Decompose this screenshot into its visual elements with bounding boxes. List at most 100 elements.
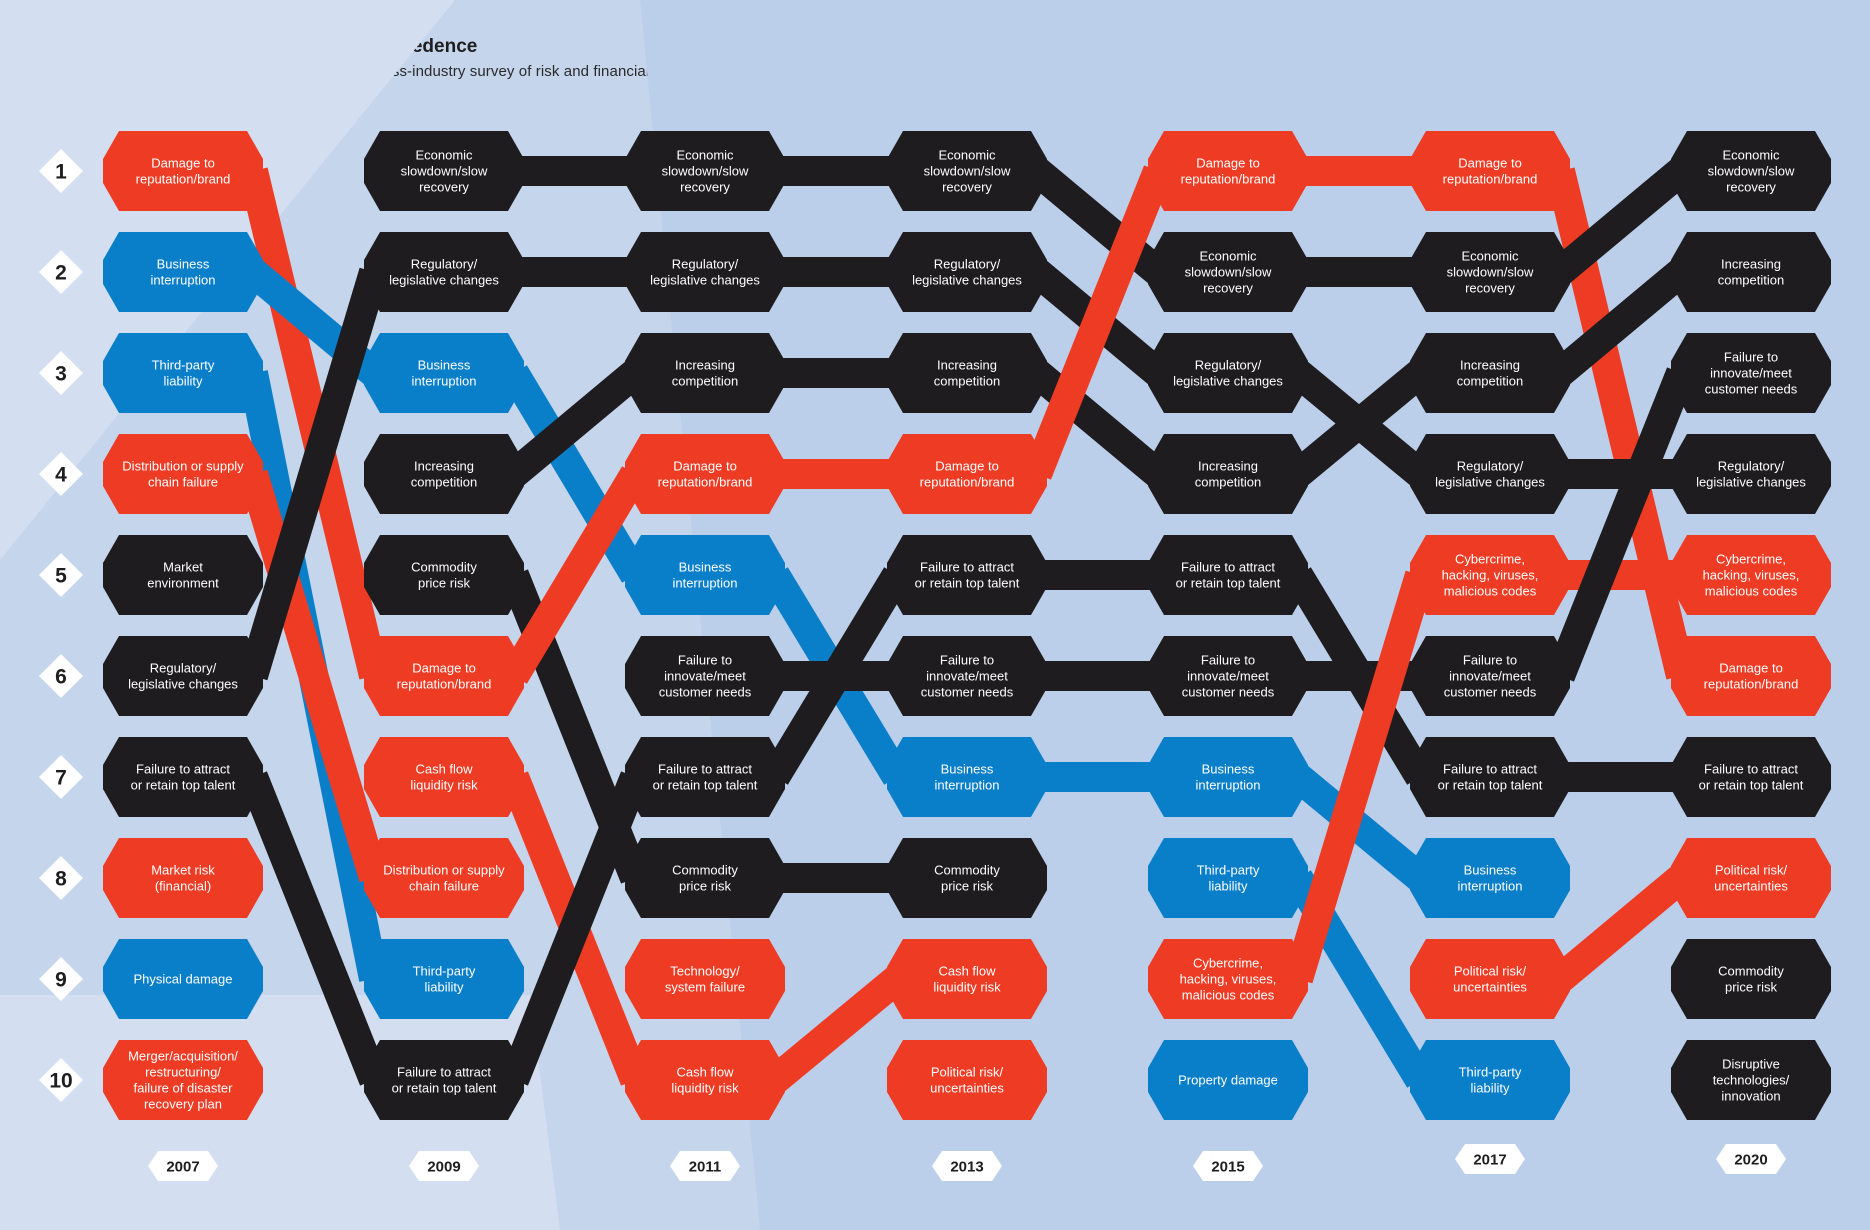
risk-node-label: Increasing competition bbox=[1718, 257, 1784, 288]
risk-node-label: Economic slowdown/slow recovery bbox=[662, 148, 749, 195]
rank-marker: 3 bbox=[39, 351, 83, 395]
flow-political-risk-uncertainties-2017 bbox=[1550, 866, 1691, 991]
rank-marker: 9 bbox=[39, 957, 83, 1001]
flow-cybercrime-hacking-viruses-malicious-codes-2015 bbox=[1283, 570, 1435, 984]
risk-node-shape bbox=[1148, 737, 1308, 817]
risk-node-label: Political risk/uncertainties bbox=[1453, 964, 1527, 995]
risk-node-shape bbox=[364, 737, 524, 817]
risk-node: Commodity price risk bbox=[625, 838, 785, 918]
risk-node-label: Failure to attract or retain top talent bbox=[653, 762, 758, 793]
risk-node-label: Failure to attract or retain top talent bbox=[1438, 762, 1543, 793]
risk-node-label: Increasing competition bbox=[1457, 358, 1523, 389]
risk-node-shape bbox=[625, 737, 785, 817]
risk-node-label: Economic slowdown/slow recovery bbox=[924, 148, 1011, 195]
risk-node-label: Third-party liability bbox=[1459, 1065, 1522, 1096]
risk-node-label: Regulatory/legislative changes bbox=[128, 661, 238, 692]
risk-node: Disruptive technologies/innovation bbox=[1671, 1040, 1831, 1120]
risk-node: Cybercrime, hacking, viruses, malicious co… bbox=[1410, 535, 1570, 615]
risk-node-label: Third-party liability bbox=[152, 358, 215, 389]
risk-node-shape bbox=[1410, 636, 1570, 716]
risk-node-shape bbox=[1148, 333, 1308, 413]
risk-node: Business interruption bbox=[1410, 838, 1570, 918]
year-label: 2007 bbox=[148, 1151, 218, 1181]
risk-node-label: Damage to reputation/brand bbox=[1443, 156, 1538, 187]
rank-diamond bbox=[39, 755, 83, 799]
risk-node-shape bbox=[103, 838, 263, 918]
risk-node: Failure to attract or retain top talent bbox=[103, 737, 263, 817]
risk-node-label: Business interruption bbox=[150, 257, 215, 288]
rank-marker: 6 bbox=[39, 654, 83, 698]
risk-node: Third-party liability bbox=[364, 939, 524, 1019]
year-label: 2013 bbox=[932, 1151, 1002, 1181]
risk-node: Increasing competition bbox=[1148, 434, 1308, 514]
risk-node-shape bbox=[364, 1040, 524, 1120]
flow-failure-to-innovate-meet-customer-needs-2017 bbox=[1546, 367, 1695, 682]
risk-node-label: Third-party liability bbox=[1197, 863, 1260, 894]
risk-node: Regulatory/legislative changes bbox=[1148, 333, 1308, 413]
risk-node-shape bbox=[103, 939, 263, 1019]
risk-node: Failure to attract or retain top talent bbox=[887, 535, 1047, 615]
rank-diamond bbox=[39, 149, 83, 193]
risk-node-shape bbox=[1671, 939, 1831, 1019]
risk-node: Failure to innovate/meet customer needs bbox=[1148, 636, 1308, 716]
risk-node: Failure to innovate/meet customer needs bbox=[1410, 636, 1570, 716]
flow-failure-to-attract-or-retain-top-talent-2009 bbox=[500, 771, 649, 1086]
risk-node: Damage to reputation/brand bbox=[887, 434, 1047, 514]
risk-node-label: Regulatory/legislative changes bbox=[1696, 459, 1806, 490]
risk-node-label: Technology/system failure bbox=[665, 964, 745, 995]
flow-business-interruption-2009 bbox=[501, 365, 648, 583]
risk-node-label: Merger/acquisition/restructuring/failure… bbox=[128, 1049, 238, 1112]
risk-node-label: Distribution or supply chain failure bbox=[383, 863, 505, 894]
risk-node: Damage to reputation/brand bbox=[103, 131, 263, 211]
risk-node: Political risk/uncertainties bbox=[1671, 838, 1831, 918]
risk-node-label: Failure to attract or retain top talent bbox=[915, 560, 1020, 591]
risk-node-label: Damage to reputation/brand bbox=[397, 661, 492, 692]
risk-node-shape bbox=[364, 232, 524, 312]
risk-node: Cash flow liquidity risk bbox=[887, 939, 1047, 1019]
risk-node-shape bbox=[887, 636, 1047, 716]
risk-node-shape bbox=[364, 535, 524, 615]
risk-node-shape bbox=[1671, 636, 1831, 716]
risk-node-label: Regulatory/legislative changes bbox=[650, 257, 760, 288]
flow-damage-to-reputation-brand-2013 bbox=[1023, 165, 1172, 480]
risk-node-label: Economic slowdown/slow recovery bbox=[1708, 148, 1795, 195]
risk-node-label: Regulatory/legislative changes bbox=[912, 257, 1022, 288]
risk-node-label: Economic slowdown/slow recovery bbox=[1447, 249, 1534, 296]
flow-lines bbox=[238, 156, 1696, 1092]
rank-marker: 5 bbox=[39, 553, 83, 597]
risk-node-shape bbox=[103, 737, 263, 817]
year-label: 2011 bbox=[670, 1151, 740, 1181]
risk-node-shape bbox=[1148, 434, 1308, 514]
risk-node-shape bbox=[1671, 838, 1831, 918]
risk-node-label: Business interruption bbox=[1195, 762, 1260, 793]
risk-node-shape bbox=[1148, 535, 1308, 615]
risk-node-label: Damage to reputation/brand bbox=[920, 459, 1015, 490]
risk-node-shape bbox=[364, 939, 524, 1019]
risk-node: Political risk/uncertainties bbox=[1410, 939, 1570, 1019]
rank-diamond bbox=[39, 654, 83, 698]
rank-label: 2 bbox=[55, 262, 67, 285]
risk-node-label: Increasing competition bbox=[1195, 459, 1261, 490]
risk-node: Damage to reputation/brand bbox=[1410, 131, 1570, 211]
risk-node: Cybercrime, hacking, viruses, malicious co… bbox=[1671, 535, 1831, 615]
risk-node-shape bbox=[887, 535, 1047, 615]
risk-node-label: Cybercrime, hacking, viruses, malicious co… bbox=[1180, 956, 1277, 1003]
rank-label: 1 bbox=[55, 161, 67, 184]
risk-node-shape bbox=[1671, 333, 1831, 413]
risk-node-label: Damage to reputation/brand bbox=[658, 459, 753, 490]
risk-node-label: Market risk (financial) bbox=[151, 863, 215, 894]
rank-label: 7 bbox=[55, 767, 67, 790]
risk-node-shape bbox=[103, 1040, 263, 1120]
risk-node-shape bbox=[103, 535, 263, 615]
risk-node-shape bbox=[1671, 434, 1831, 514]
rank-marker: 4 bbox=[39, 452, 83, 496]
risk-nodes: Damage to reputation/brand Business interru… bbox=[103, 131, 1831, 1120]
risk-node-label: Increasing competition bbox=[672, 358, 738, 389]
risk-node-shape bbox=[1148, 1040, 1308, 1120]
risk-node-shape bbox=[625, 939, 785, 1019]
risk-node-label: Failure to innovate/meet customer needs bbox=[1182, 653, 1275, 700]
risk-node: Economic slowdown/slow recovery bbox=[1671, 131, 1831, 211]
year-tag bbox=[1716, 1144, 1786, 1174]
year-label-text: 2020 bbox=[1734, 1152, 1767, 1169]
